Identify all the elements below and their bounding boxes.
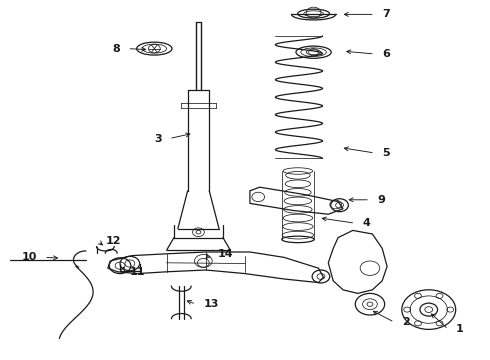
Text: 13: 13 bbox=[203, 299, 219, 309]
Text: 12: 12 bbox=[105, 236, 121, 246]
Text: 2: 2 bbox=[402, 317, 410, 327]
Text: 6: 6 bbox=[382, 49, 390, 59]
Text: 1: 1 bbox=[456, 324, 464, 334]
Text: 3: 3 bbox=[154, 134, 162, 144]
Text: 5: 5 bbox=[382, 148, 390, 158]
Text: 4: 4 bbox=[363, 218, 370, 228]
Text: 7: 7 bbox=[382, 9, 390, 19]
Text: 8: 8 bbox=[112, 44, 120, 54]
Text: 11: 11 bbox=[130, 267, 146, 277]
Text: 10: 10 bbox=[22, 252, 37, 262]
Text: 14: 14 bbox=[218, 249, 234, 259]
Text: 9: 9 bbox=[377, 195, 385, 205]
